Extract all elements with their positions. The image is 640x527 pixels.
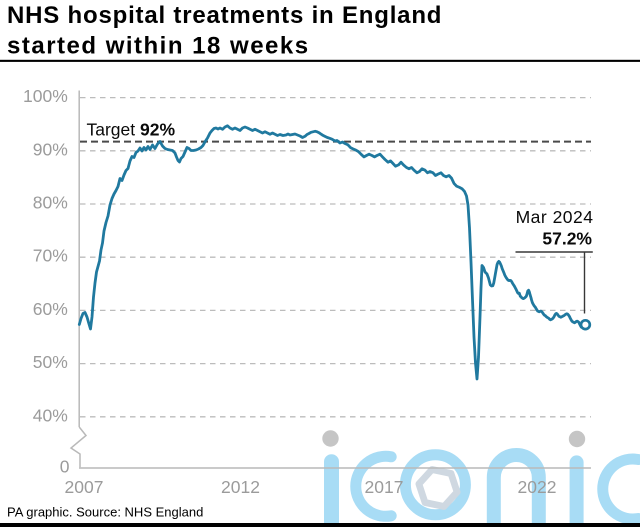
svg-text:60%: 60% [33,299,68,319]
svg-text:90%: 90% [33,139,68,159]
svg-text:70%: 70% [33,246,68,266]
svg-text:2007: 2007 [65,477,104,497]
svg-text:Target 92%: Target 92% [87,120,176,140]
svg-text:80%: 80% [33,193,68,213]
svg-text:started within 18 weeks: started within 18 weeks [7,33,310,60]
svg-text:57.2%: 57.2% [542,229,592,249]
svg-text:40%: 40% [33,405,68,425]
svg-text:2022: 2022 [518,477,557,497]
svg-text:2017: 2017 [365,477,404,497]
svg-text:PA graphic. Source: NHS Englan: PA graphic. Source: NHS England [7,504,203,519]
svg-text:NHS hospital treatments in Eng: NHS hospital treatments in England [7,2,442,29]
svg-text:2012: 2012 [221,477,260,497]
svg-text:100%: 100% [23,86,68,106]
svg-text:50%: 50% [33,352,68,372]
svg-text:0: 0 [60,457,70,477]
svg-text:Mar 2024: Mar 2024 [516,207,594,227]
